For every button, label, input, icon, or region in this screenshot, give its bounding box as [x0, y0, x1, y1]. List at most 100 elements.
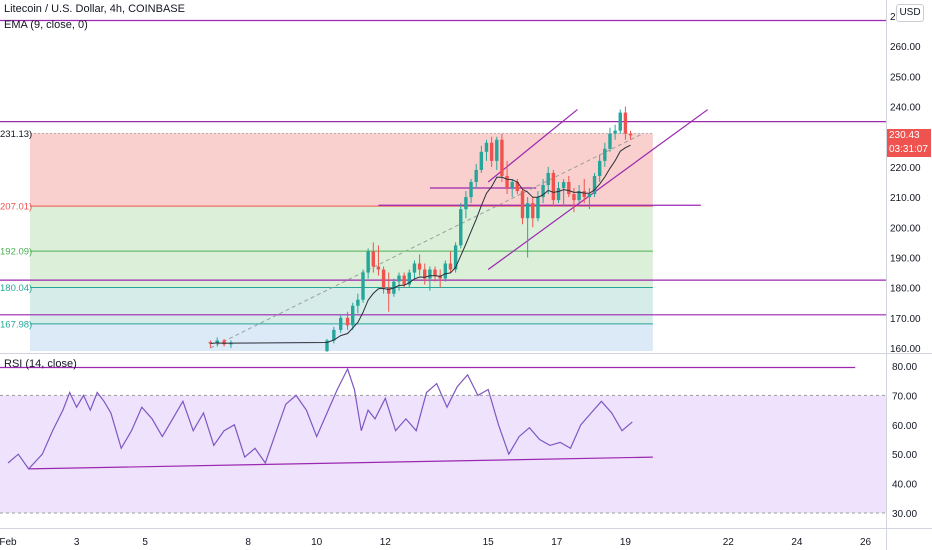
time-tick-label: 15 [483, 537, 495, 548]
rsi-line [7, 367, 633, 470]
candle-body [387, 287, 391, 294]
ema-line [210, 144, 631, 344]
candle-body [572, 194, 576, 201]
time-tick-label: 10 [311, 537, 323, 548]
fib-level-label: 192.09) [0, 247, 32, 258]
candle-body [623, 112, 628, 134]
candle-body [366, 251, 370, 273]
price-tick-label: 180.00 [890, 284, 921, 295]
candle-body [397, 275, 401, 282]
candle-body [417, 263, 422, 270]
last-price-tag: 230.43 [887, 129, 931, 143]
fibonacci-zones [30, 132, 653, 352]
time-tick-label: 3 [74, 537, 80, 548]
rsi-indicator-label[interactable]: RSI (14, close) [4, 358, 77, 370]
candle-body [592, 175, 597, 195]
time-tick-label: Feb [0, 537, 17, 548]
time-tick-label: 19 [620, 537, 632, 548]
drawing-lines [0, 19, 886, 349]
price-tick-label: 240.00 [890, 103, 921, 114]
currency-button[interactable]: USD [896, 4, 924, 22]
time-tick-label: 17 [551, 537, 563, 548]
price-tick-label: 190.00 [890, 253, 921, 264]
candle-body [525, 203, 530, 219]
candle-body [351, 305, 355, 326]
candle-body [556, 188, 561, 201]
candle-body [551, 172, 556, 201]
time-axis: Feb 3 5 8 10 12 15 17 19 22 24 26 [0, 537, 871, 548]
candle-body [597, 160, 602, 176]
time-tick-label: 24 [791, 537, 803, 548]
candle-body [505, 175, 509, 189]
candle-body [474, 169, 478, 182]
price-tick-label: 160.00 [890, 344, 921, 355]
candle-body [361, 272, 365, 300]
rsi-tick-label: 50.00 [892, 450, 917, 461]
candle-body [423, 269, 427, 279]
time-tick-label: 26 [860, 537, 872, 548]
candle-body [332, 329, 336, 341]
candle-body [325, 340, 329, 352]
price-tick-label: 170.00 [890, 314, 921, 325]
candle-body [608, 133, 612, 149]
time-tick-label: 22 [723, 537, 735, 548]
candle-body [546, 172, 550, 186]
candle-body [459, 209, 463, 246]
candle-body [484, 142, 489, 152]
candle-body [531, 203, 535, 219]
candle-body [479, 151, 484, 170]
candle-body [464, 197, 468, 210]
candle-body [515, 182, 520, 192]
candle-body [536, 197, 540, 219]
candle-body [618, 112, 622, 131]
candle-body [628, 133, 633, 136]
candle-body [371, 251, 375, 267]
candle-body [443, 263, 448, 279]
candle-body [448, 263, 453, 270]
candle-body [376, 266, 381, 270]
candle-body [561, 182, 566, 189]
fib-level-label: 207.01) [0, 202, 32, 213]
ema-indicator-label[interactable]: EMA (9, close, 0) [4, 19, 88, 31]
candle-body [577, 191, 581, 201]
fibonacci-labels: 231.13) 207.01) 192.09) 180.04) 167.98) [0, 129, 32, 331]
candle-body [510, 182, 514, 189]
price-tick-label: 220.00 [890, 163, 921, 174]
candle-body [469, 182, 473, 198]
candle-body [613, 130, 617, 134]
channel-lower [487, 109, 709, 271]
fib-zone [30, 206, 653, 252]
fib-zone [30, 251, 653, 288]
fib-level-label: 167.98) [0, 319, 32, 330]
dashed-trendline [210, 133, 643, 349]
candle-body [339, 317, 343, 330]
candle-body [603, 148, 607, 161]
candle-body [582, 191, 586, 198]
rsi-band [0, 395, 886, 513]
candle-body [433, 269, 437, 276]
candle-body [345, 317, 350, 326]
candle-body [222, 340, 226, 345]
candle-body [489, 142, 494, 161]
rsi-tick-label: 80.00 [892, 362, 917, 373]
candle-body [208, 341, 213, 344]
candle-body [407, 272, 412, 285]
time-tick-label: 5 [142, 537, 148, 548]
candle-body [587, 194, 592, 198]
ema-series [210, 144, 631, 344]
rsi-tick-label: 60.00 [892, 421, 917, 432]
candle-body [500, 139, 504, 176]
price-tick-label: 210.00 [890, 193, 921, 204]
fib-level-label: 180.04) [0, 283, 32, 294]
candle-body [402, 275, 406, 285]
candle-body [412, 263, 417, 273]
price-tick-label: 250.00 [890, 72, 921, 83]
bar-countdown-tag: 03:31:07 [887, 143, 931, 157]
candle-body [215, 340, 219, 344]
price-tick-label: 260.00 [890, 42, 921, 53]
rsi-trendline [28, 456, 653, 470]
candle-body [438, 275, 442, 279]
candle-body [381, 269, 386, 288]
